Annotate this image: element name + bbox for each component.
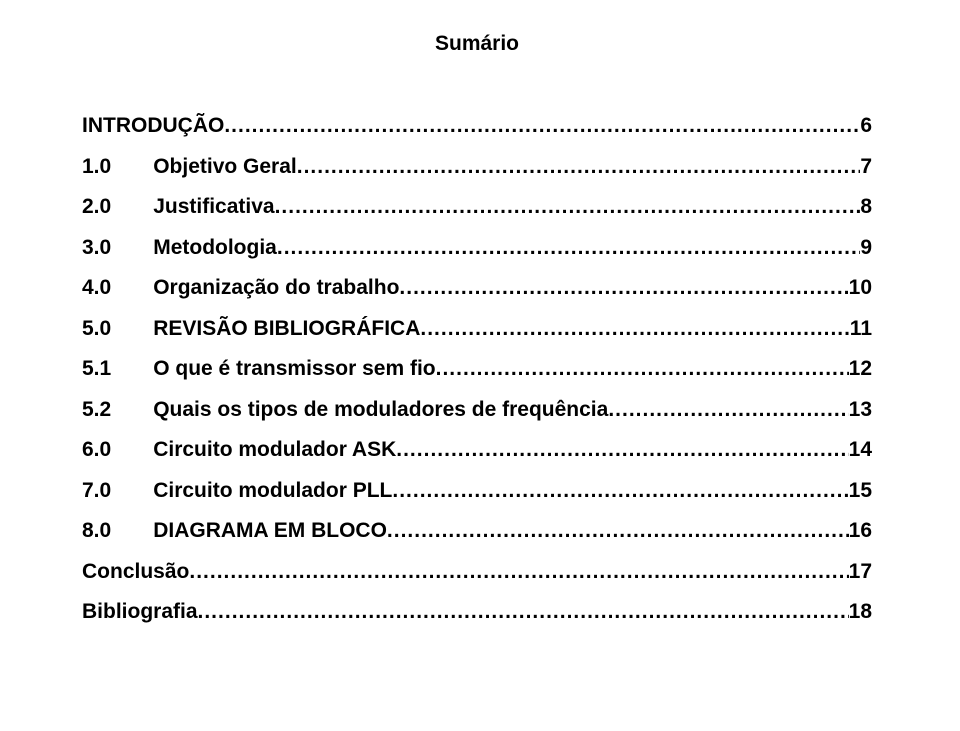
toc-leader-dots: ........................................… xyxy=(387,519,849,543)
toc-entry-number: 4.0 xyxy=(82,276,111,300)
toc-entry-label: INTRODUÇÃO xyxy=(82,114,224,138)
toc-entry-page: 16 xyxy=(849,519,872,543)
toc-entry-label: Circuito modulador PLL xyxy=(153,479,392,503)
toc-entry-number: 5.2 xyxy=(82,398,111,422)
toc-entry-label: Conclusão xyxy=(82,560,189,584)
toc-entry: 6.0 Circuito modulador ASK...............… xyxy=(82,438,872,462)
toc-entry-page: 15 xyxy=(849,479,872,503)
toc-entry: 8.0 DIAGRAMA EM BLOCO....................… xyxy=(82,519,872,543)
toc-entry: 2.0 Justificativa........................… xyxy=(82,195,872,219)
toc-entry: 4.0 Organização do trabalho..............… xyxy=(82,276,872,300)
toc-entry: INTRODUÇÃO..............................… xyxy=(82,114,872,138)
toc-entry-page: 9 xyxy=(860,236,872,260)
toc-entry-label: Objetivo Geral xyxy=(153,155,297,179)
toc-entry-number: 6.0 xyxy=(82,438,111,462)
toc-leader-dots: ........................................… xyxy=(396,438,848,462)
toc-entry-label: Bibliografia xyxy=(82,600,198,624)
toc-entry-page: 7 xyxy=(860,155,872,179)
toc-entry-label: DIAGRAMA EM BLOCO xyxy=(153,519,387,543)
toc-leader-dots: ........................................… xyxy=(275,195,861,219)
toc-leader-dots: ........................................… xyxy=(189,560,848,584)
toc-entry-number: 2.0 xyxy=(82,195,111,219)
page-title: Sumário xyxy=(82,32,872,56)
toc-leader-dots: ........................................… xyxy=(608,398,848,422)
toc-entry-page: 11 xyxy=(850,317,872,341)
toc-entry-number: 7.0 xyxy=(82,479,111,503)
toc-leader-dots: ........................................… xyxy=(436,357,849,381)
toc-leader-dots: ........................................… xyxy=(297,155,861,179)
toc-entry: 5.2 Quais os tipos de moduladores de freq… xyxy=(82,398,872,422)
toc-entry-number: 5.1 xyxy=(82,357,111,381)
toc-entry-page: 6 xyxy=(860,114,872,138)
toc-entry-number: 5.0 xyxy=(82,317,111,341)
toc-entry-page: 8 xyxy=(860,195,872,219)
toc-entry: 5.0 REVISÃO BIBLIOGRÁFICA................… xyxy=(82,317,872,341)
toc-entry: Conclusão...............................… xyxy=(82,560,872,584)
toc-leader-dots: ........................................… xyxy=(224,114,860,138)
toc-entry-label: Justificativa xyxy=(153,195,274,219)
toc-entry-label: Organização do trabalho xyxy=(153,276,399,300)
toc-entry-label: Metodologia xyxy=(153,236,277,260)
toc-leader-dots: ........................................… xyxy=(392,479,848,503)
toc-entry: 1.0 Objetivo Geral.......................… xyxy=(82,155,872,179)
toc-entry-number: 8.0 xyxy=(82,519,111,543)
toc-entry-number: 3.0 xyxy=(82,236,111,260)
toc-leader-dots: ........................................… xyxy=(399,276,848,300)
toc-entry-page: 18 xyxy=(849,600,872,624)
toc-entry-page: 17 xyxy=(849,560,872,584)
toc-leader-dots: ........................................… xyxy=(277,236,860,260)
toc-entry-page: 13 xyxy=(849,398,872,422)
toc-entry: Bibliografia............................… xyxy=(82,600,872,624)
toc-entry-number: 1.0 xyxy=(82,155,111,179)
toc-entry-label: REVISÃO BIBLIOGRÁFICA xyxy=(153,317,420,341)
toc-entry-label: O que é transmissor sem fio xyxy=(153,357,435,381)
toc-entry-label: Circuito modulador ASK xyxy=(153,438,396,462)
toc-entry-page: 12 xyxy=(849,357,872,381)
toc-leader-dots: ........................................… xyxy=(198,600,849,624)
toc-entry: 3.0 Metodologia..........................… xyxy=(82,236,872,260)
toc-leader-dots: ........................................… xyxy=(420,317,849,341)
toc-entry-page: 10 xyxy=(849,276,872,300)
toc-entry-label: Quais os tipos de moduladores de frequên… xyxy=(153,398,608,422)
toc-entry-page: 14 xyxy=(849,438,872,462)
toc-list: INTRODUÇÃO..............................… xyxy=(82,114,872,624)
toc-entry: 5.1 O que é transmissor sem fio..........… xyxy=(82,357,872,381)
toc-entry: 7.0 Circuito modulador PLL...............… xyxy=(82,479,872,503)
